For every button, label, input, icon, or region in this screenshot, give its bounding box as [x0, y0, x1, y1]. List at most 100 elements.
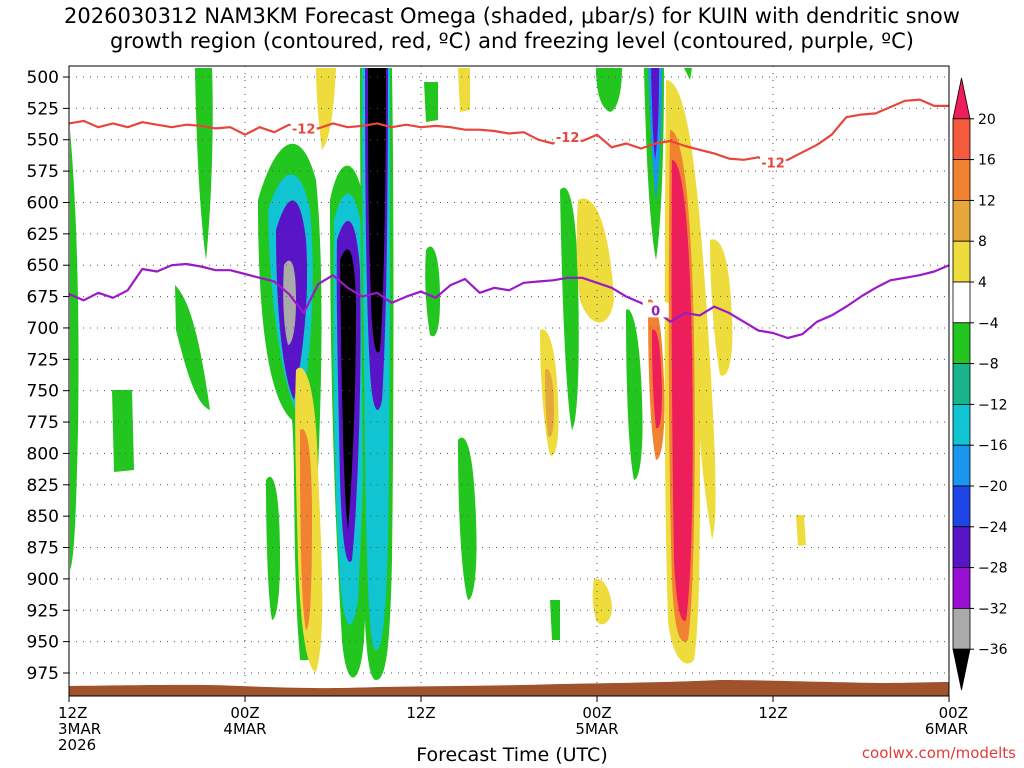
colorbar-bin — [952, 281, 971, 324]
x-tick-label: 00Z — [939, 704, 968, 722]
plot-background — [69, 66, 949, 696]
y-tick-label: 725 — [27, 350, 59, 370]
omega-area — [458, 68, 470, 112]
omega-area — [112, 390, 134, 472]
colorbar-bin — [952, 159, 971, 201]
colorbar-bin — [952, 608, 971, 650]
freezing-level-contour-label: 0 — [651, 304, 660, 319]
colorbar-bin — [952, 118, 971, 161]
colorbar-label: −8 — [978, 357, 999, 373]
dendritic-contour-label: -12 — [556, 131, 580, 146]
y-tick-label: 925 — [27, 601, 59, 621]
y-tick-label: 550 — [27, 131, 59, 151]
omega-area — [671, 160, 693, 621]
y-tick-label: 750 — [27, 382, 59, 402]
colorbar-bin — [952, 444, 971, 487]
x-tick-label: 00Z — [582, 704, 611, 722]
plot-frame — [68, 65, 950, 697]
colorbar-label: 16 — [978, 153, 996, 169]
omega-area — [684, 68, 692, 80]
omega-area — [266, 476, 280, 620]
colorbar-bin — [952, 240, 971, 283]
freezing-level-contour-label-bg — [642, 302, 669, 318]
colorbar: 20 16 12 8 4 −4 −8 −12 −16 −20 −24 −28 −32 −36 — [952, 77, 1008, 691]
colorbar-bin — [952, 77, 971, 120]
y-tick-label: 800 — [27, 444, 59, 464]
omega-area — [424, 82, 438, 122]
colorbar-bin — [952, 403, 971, 446]
colorbar-label: −36 — [978, 642, 1008, 658]
dendritic-contour-label-bg — [554, 129, 581, 145]
colorbar-bin — [952, 526, 971, 568]
y-tick-label: 600 — [27, 193, 59, 213]
omega-area — [651, 68, 659, 160]
omega-area — [368, 68, 386, 353]
x-tick-label: 12Z — [758, 704, 787, 722]
y-tick-label: 700 — [27, 319, 59, 339]
x-axis-label: Forecast Time (UTC) — [416, 744, 608, 766]
omega-area — [796, 515, 806, 546]
colorbar-bin — [952, 648, 971, 691]
contours: -12 -12 -12 0 — [68, 98, 950, 340]
y-tick-label: 975 — [27, 664, 59, 684]
x-tick-label: 4MAR — [223, 720, 266, 738]
x-tick-label: 00Z — [230, 704, 259, 722]
dendritic-contour-label: -12 — [292, 122, 316, 137]
omega-area — [652, 329, 662, 429]
y-tick-label: 950 — [27, 633, 59, 653]
y-axis: 500 525 550 575 600 625 650 675 700 725 750 775 800 8… — [27, 68, 69, 684]
omega-area — [710, 239, 733, 376]
colorbar-label: −28 — [978, 561, 1008, 577]
colorbar-label: 8 — [978, 234, 987, 250]
x-tick-label: 12Z — [58, 704, 87, 722]
title-line-2: growth region (contoured, red, ºC) and f… — [110, 29, 914, 53]
omega-area — [560, 187, 579, 430]
colorbar-bin — [952, 363, 971, 405]
colorbar-label: −20 — [978, 479, 1008, 495]
y-tick-label: 625 — [27, 225, 59, 245]
y-tick-label: 650 — [27, 256, 59, 276]
y-tick-label: 775 — [27, 413, 59, 433]
x-tick-label: 12Z — [406, 704, 435, 722]
omega-area — [283, 260, 296, 345]
omega-area — [316, 68, 336, 150]
y-tick-label: 525 — [27, 99, 59, 119]
omega-area — [300, 429, 312, 630]
x-tick-label: 2026 — [58, 736, 96, 754]
colorbar-label: −24 — [978, 520, 1008, 536]
omega-area — [70, 130, 79, 570]
colorbar-label: 20 — [978, 112, 996, 128]
dendritic-contour-label-bg — [290, 120, 317, 136]
x-tick-label: 6MAR — [925, 720, 968, 738]
x-tick-label: 5MAR — [575, 720, 618, 738]
terrain-surface — [69, 680, 949, 696]
colorbar-label: −32 — [978, 601, 1008, 617]
omega-area — [576, 198, 614, 323]
title-line-1: 2026030312 NAM3KM Forecast Omega (shaded… — [64, 4, 960, 28]
y-tick-label: 825 — [27, 476, 59, 496]
omega-area — [175, 285, 210, 410]
x-tick-label: 3MAR — [58, 720, 101, 738]
colorbar-bin — [952, 485, 971, 528]
omega-area — [340, 249, 356, 531]
colorbar-label: 4 — [978, 275, 987, 291]
omega-area — [592, 579, 612, 625]
dendritic-contour-label: -12 — [761, 156, 785, 171]
colorbar-label: −16 — [978, 438, 1008, 454]
omega-area — [195, 68, 213, 260]
omega-area — [425, 246, 440, 337]
site-credit: coolwx.com/modelts — [861, 744, 1016, 762]
colorbar-bin — [952, 322, 971, 364]
y-tick-label: 675 — [27, 288, 59, 308]
colorbar-label: 12 — [978, 193, 996, 209]
y-tick-label: 850 — [27, 507, 59, 527]
freezing-level-contour — [68, 262, 950, 340]
y-tick-label: 875 — [27, 539, 59, 559]
y-tick-label: 500 — [27, 68, 59, 88]
omega-shading — [69, 68, 949, 696]
y-tick-label: 900 — [27, 570, 59, 590]
colorbar-bin — [952, 567, 971, 609]
chart-title: 2026030312 NAM3KM Forecast Omega (shaded… — [0, 4, 1024, 54]
